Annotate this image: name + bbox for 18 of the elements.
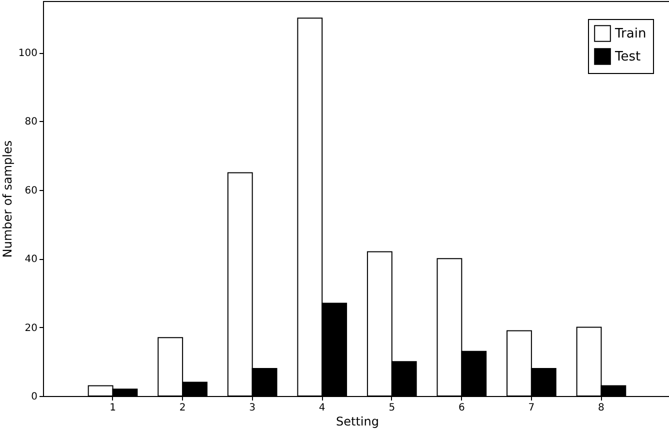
x-tick-label: 2: [179, 402, 186, 414]
legend-label: Test: [614, 50, 641, 64]
y-tick-label: 80: [24, 116, 38, 128]
x-tick-label: 6: [458, 402, 465, 414]
y-tick-label: 0: [31, 392, 38, 402]
y-tick-label: 60: [24, 185, 38, 196]
y-axis-title: Number of samples: [0, 140, 14, 258]
x-tick-label: 8: [598, 402, 604, 414]
x-tick-label: 3: [249, 402, 256, 414]
y-tick-label: 20: [24, 322, 38, 334]
x-tick-label: 7: [528, 402, 535, 414]
legend-label: Train: [614, 26, 646, 42]
x-tick-label: 5: [388, 402, 396, 414]
y-tick-label: 100: [18, 48, 38, 60]
x-tick-label: 4: [318, 402, 326, 414]
x-tick-label: 1: [110, 402, 116, 414]
x-axis-title: Setting: [336, 414, 379, 428]
y-tick-label: 40: [24, 254, 38, 266]
